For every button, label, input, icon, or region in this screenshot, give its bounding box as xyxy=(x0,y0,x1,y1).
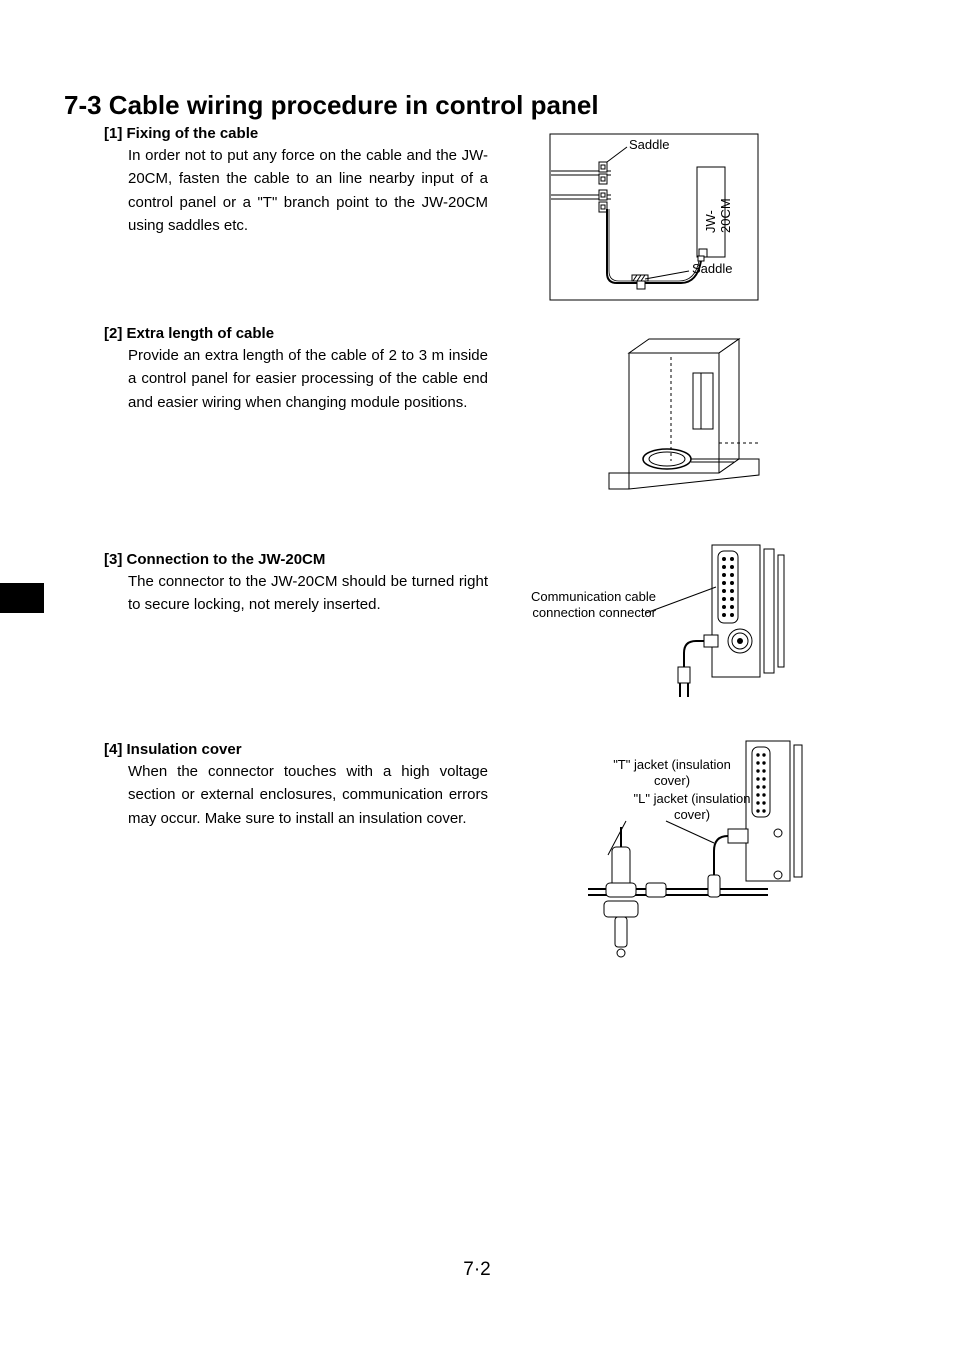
page-number: 7·2 xyxy=(0,1259,954,1281)
section-4-title: Insulation cover xyxy=(127,741,242,758)
section-3-num: [3] xyxy=(104,551,122,568)
section-2-num: [2] xyxy=(104,325,122,342)
section-3-title: Connection to the JW-20CM xyxy=(127,551,326,568)
figure-1: Saddle JW-20CM Saddle xyxy=(549,133,759,301)
section-3-body: The connector to the JW-20CM should be t… xyxy=(128,570,488,617)
figure-3: Communication cable connection connector xyxy=(516,541,796,701)
page-title: 7-3 Cable wiring procedure in control pa… xyxy=(64,90,890,121)
section-extra-length: [2] Extra length of cable Provide an ext… xyxy=(64,325,890,525)
figure-4-label-t: "T" jacket (insulation cover) xyxy=(612,757,732,788)
section-4-num: [4] xyxy=(104,741,122,758)
section-connection: [3] Connection to the JW-20CM The connec… xyxy=(64,551,890,721)
section-1-title: Fixing of the cable xyxy=(127,125,259,142)
figure-4-label-l: "L" jacket (insulation cover) xyxy=(632,791,752,822)
section-2-body: Provide an extra length of the cable of … xyxy=(128,344,488,414)
figure-2 xyxy=(589,333,789,493)
figure-4-label-t-text: "T" jacket (insulation cover) xyxy=(613,757,731,788)
figure-1-label-saddle-top: Saddle xyxy=(629,137,669,152)
figure-3-label-text: Communication cable connection connector xyxy=(531,589,656,620)
page: 7-3 Cable wiring procedure in control pa… xyxy=(0,0,954,1351)
figure-2-svg xyxy=(589,333,789,493)
section-2-title: Extra length of cable xyxy=(127,325,275,342)
section-insulation: [4] Insulation cover When the connector … xyxy=(64,741,890,961)
section-4-body: When the connector touches with a high v… xyxy=(128,760,488,830)
section-1-body: In order not to put any force on the cab… xyxy=(128,144,488,237)
figure-1-label-saddle-bottom: Saddle xyxy=(692,261,732,276)
section-1-num: [1] xyxy=(104,125,122,142)
section-fixing-cable: [1] Fixing of the cable In order not to … xyxy=(64,125,890,305)
figure-1-label-module: JW-20CM xyxy=(703,177,733,233)
figure-4-label-l-text: "L" jacket (insulation cover) xyxy=(634,791,751,822)
side-tab xyxy=(0,583,44,613)
figure-3-label: Communication cable connection connector xyxy=(516,589,656,622)
section-1-head: [1] Fixing of the cable xyxy=(104,125,890,142)
figure-4: "T" jacket (insulation cover) "L" jacket… xyxy=(518,735,818,965)
